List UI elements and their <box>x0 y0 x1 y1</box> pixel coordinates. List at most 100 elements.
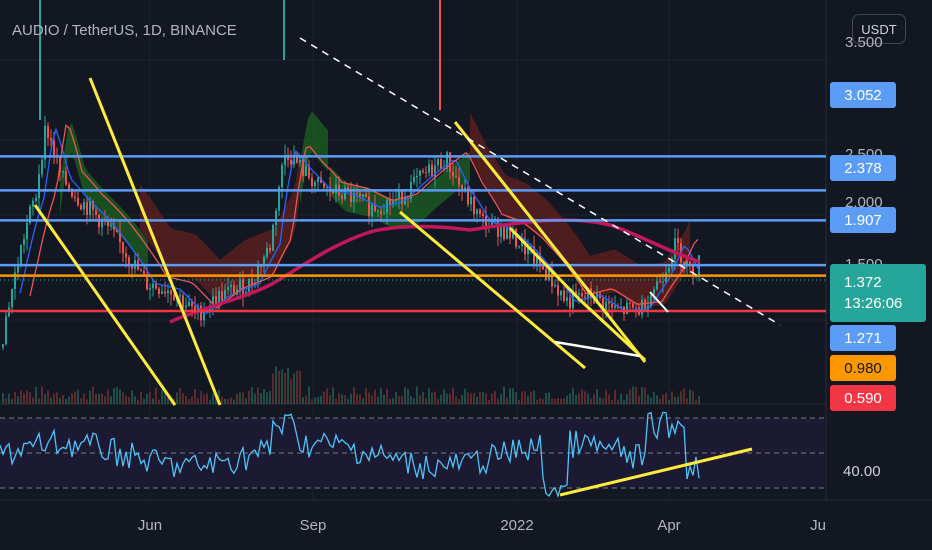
candle[interactable] <box>131 265 133 269</box>
candle[interactable] <box>635 307 637 309</box>
candle[interactable] <box>461 184 463 192</box>
candle[interactable] <box>146 274 148 290</box>
candle[interactable] <box>362 194 364 197</box>
candle[interactable] <box>233 285 235 295</box>
candle[interactable] <box>44 125 46 160</box>
current-price-tag[interactable]: 1.372 13:26:06 <box>830 264 926 322</box>
candle[interactable] <box>626 302 628 314</box>
candle[interactable] <box>587 288 589 298</box>
candle[interactable] <box>446 152 448 169</box>
candle[interactable] <box>440 159 442 170</box>
candle[interactable] <box>524 238 526 255</box>
candle[interactable] <box>503 226 505 239</box>
candle[interactable] <box>320 177 322 183</box>
candle[interactable] <box>203 311 205 321</box>
candle[interactable] <box>344 187 346 200</box>
candle[interactable] <box>317 177 319 183</box>
candle[interactable] <box>401 189 403 205</box>
candle[interactable] <box>620 306 622 308</box>
candle[interactable] <box>359 193 361 197</box>
candle[interactable] <box>572 291 574 309</box>
trendline[interactable] <box>399 210 586 370</box>
candle[interactable] <box>692 263 694 277</box>
candle[interactable] <box>215 296 217 307</box>
candle[interactable] <box>143 270 145 275</box>
candle[interactable] <box>2 344 4 348</box>
currency-button[interactable]: USDT <box>852 14 906 44</box>
level-tag-1271[interactable]: 1.271 <box>830 325 896 351</box>
candle[interactable] <box>356 192 358 194</box>
candle[interactable] <box>80 204 82 210</box>
trendline[interactable] <box>453 121 647 363</box>
candle[interactable] <box>326 186 328 188</box>
candle[interactable] <box>329 186 331 192</box>
candle[interactable] <box>251 278 253 286</box>
candle[interactable] <box>563 290 565 301</box>
trendline-dashed[interactable] <box>299 37 781 326</box>
candle[interactable] <box>581 293 583 297</box>
candle[interactable] <box>479 209 481 214</box>
level-tag-1907[interactable]: 1.907 <box>830 207 896 233</box>
candle[interactable] <box>290 159 292 165</box>
candle[interactable] <box>554 284 556 287</box>
candle[interactable] <box>161 291 163 294</box>
candle[interactable] <box>644 299 646 312</box>
candle[interactable] <box>629 302 631 304</box>
candle[interactable] <box>662 281 664 283</box>
candle[interactable] <box>83 202 85 210</box>
candle[interactable] <box>332 191 334 194</box>
rsi-trendline[interactable] <box>559 447 753 497</box>
candle[interactable] <box>311 177 313 187</box>
candle[interactable] <box>650 294 652 306</box>
candle[interactable] <box>485 216 487 229</box>
candle[interactable] <box>656 281 658 290</box>
rsi-line[interactable] <box>0 411 700 499</box>
candle[interactable] <box>509 226 511 239</box>
candle[interactable] <box>128 257 130 266</box>
candle[interactable] <box>101 219 103 228</box>
candle[interactable] <box>140 269 142 271</box>
candle[interactable] <box>263 256 265 267</box>
candle[interactable] <box>122 241 124 254</box>
candle[interactable] <box>152 283 154 288</box>
candle[interactable] <box>569 297 571 309</box>
candle[interactable] <box>158 288 160 294</box>
candle[interactable] <box>353 192 355 202</box>
candle[interactable] <box>239 279 241 290</box>
candle[interactable] <box>605 301 607 311</box>
candle[interactable] <box>536 253 538 264</box>
candle[interactable] <box>116 229 118 232</box>
candle[interactable] <box>92 201 94 211</box>
candle[interactable] <box>110 225 112 227</box>
candle[interactable] <box>476 209 478 214</box>
candle[interactable] <box>5 316 7 345</box>
candle[interactable] <box>671 258 673 268</box>
candle[interactable] <box>557 284 559 296</box>
candle[interactable] <box>305 165 307 176</box>
candle[interactable] <box>182 295 184 308</box>
candle[interactable] <box>323 182 325 188</box>
candle[interactable] <box>398 189 400 200</box>
trendline[interactable] <box>33 204 177 406</box>
candle[interactable] <box>467 187 469 205</box>
candle[interactable] <box>164 291 166 294</box>
candle[interactable] <box>674 238 676 259</box>
candle[interactable] <box>32 200 34 207</box>
candle[interactable] <box>542 264 544 270</box>
candle[interactable] <box>497 218 499 237</box>
candle[interactable] <box>119 231 121 242</box>
candle[interactable] <box>506 226 508 239</box>
candle[interactable] <box>434 165 436 178</box>
candle[interactable] <box>269 247 271 251</box>
candle[interactable] <box>65 171 67 185</box>
candle[interactable] <box>413 177 415 183</box>
candle[interactable] <box>512 228 514 239</box>
candle[interactable] <box>230 285 232 288</box>
candle[interactable] <box>197 305 199 312</box>
candle[interactable] <box>392 200 394 205</box>
candle[interactable] <box>455 176 457 178</box>
trendline[interactable] <box>649 291 669 313</box>
candle[interactable] <box>677 238 679 244</box>
candle[interactable] <box>602 298 604 311</box>
candle[interactable] <box>614 305 616 308</box>
